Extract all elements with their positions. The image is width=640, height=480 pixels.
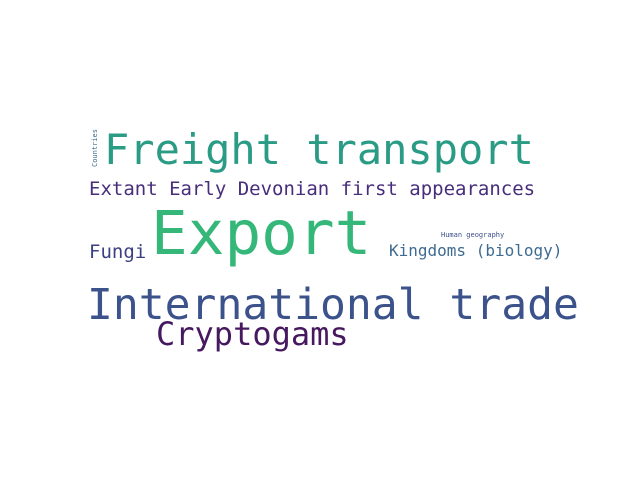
- word-kingdoms-biology: Kingdoms (biology): [389, 241, 563, 260]
- word-extant-early-devonian: Extant Early Devonian first appearances: [89, 178, 536, 200]
- word-freight-transport: Freight transport: [104, 125, 534, 174]
- word-export: Export: [151, 198, 372, 269]
- word-human-geography: Human geography: [441, 231, 505, 239]
- word-fungi: Fungi: [89, 241, 147, 263]
- word-international-trade: International trade: [87, 280, 579, 330]
- word-countries: Countries: [91, 129, 99, 167]
- word-cryptogams: Cryptogams: [156, 315, 349, 353]
